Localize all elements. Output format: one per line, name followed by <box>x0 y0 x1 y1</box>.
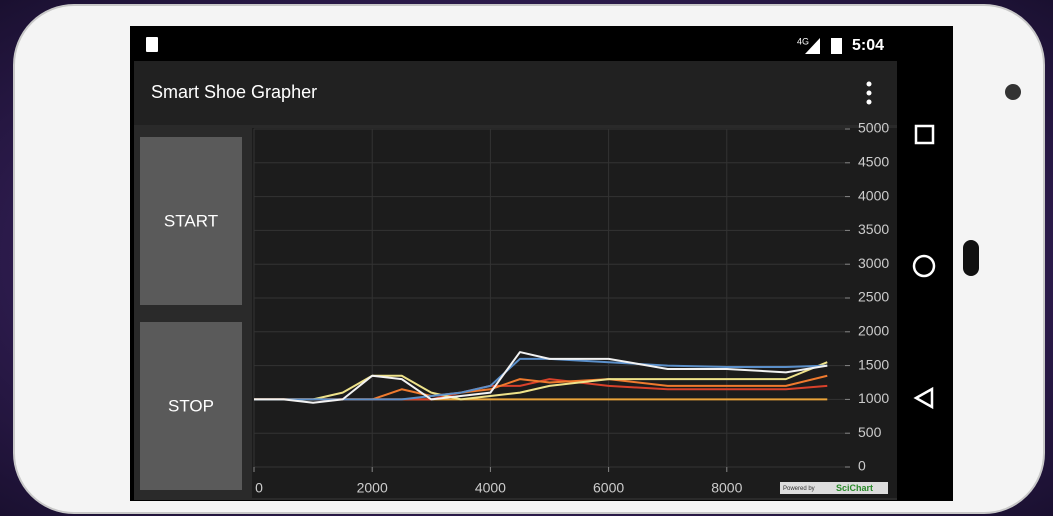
stop-label: STOP <box>168 396 214 415</box>
start-label: START <box>164 211 218 230</box>
network-label: 4G <box>797 36 809 46</box>
x-tick-label: 8000 <box>711 480 742 496</box>
watermark-prefix: Powered by <box>783 486 815 492</box>
y-tick-label: 4500 <box>858 154 889 170</box>
chart-area <box>252 128 897 498</box>
screenshot: 4G 5:04 Smart Shoe Grapher START STOP 0 5… <box>0 0 1053 516</box>
watermark-brand: SciChart <box>836 483 873 493</box>
y-tick-label: 0 <box>858 458 866 474</box>
y-tick-label: 5000 <box>858 120 889 136</box>
y-tick-label: 2500 <box>858 289 889 305</box>
y-tick-label: 1500 <box>858 356 889 372</box>
side-button <box>963 240 979 276</box>
y-tick-label: 500 <box>858 424 882 440</box>
x-tick-label: 4000 <box>475 480 506 496</box>
battery-icon <box>831 38 842 54</box>
y-tick-label: 1000 <box>858 390 889 406</box>
status-time: 5:04 <box>852 37 884 54</box>
page: 4G 5:04 Smart Shoe Grapher START STOP 0 5… <box>0 0 1053 516</box>
sd-icon <box>146 37 158 52</box>
app-title: Smart Shoe Grapher <box>151 82 317 102</box>
y-tick-label: 3500 <box>858 221 889 237</box>
menu-button[interactable] <box>867 82 872 105</box>
y-tick-label: 4000 <box>858 187 889 203</box>
y-tick-label: 3000 <box>858 255 889 271</box>
x-tick-label: 6000 <box>593 480 624 496</box>
y-tick-label: 2000 <box>858 323 889 339</box>
camera <box>1005 84 1021 100</box>
x-tick-label: 2000 <box>357 480 388 496</box>
x-tick-label: 0 <box>255 480 263 496</box>
